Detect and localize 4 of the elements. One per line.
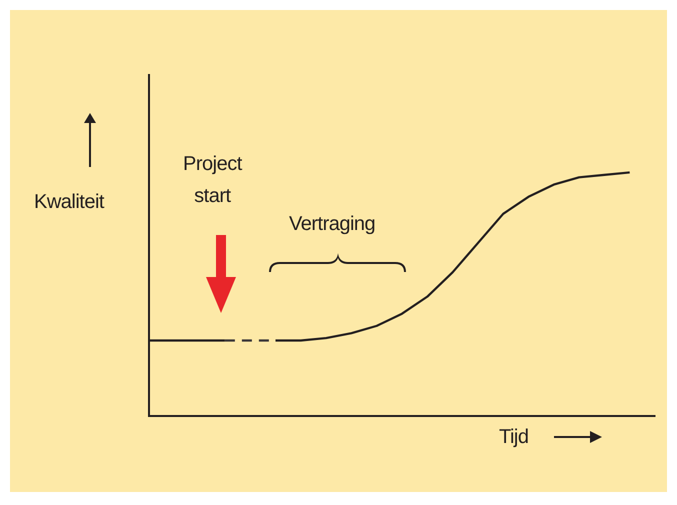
annotation: Vertraging <box>289 212 376 237</box>
x-axis-title: Tijd <box>499 425 528 450</box>
annotation: Project start <box>183 152 242 209</box>
y-axis-title: Kwaliteit <box>34 190 104 215</box>
